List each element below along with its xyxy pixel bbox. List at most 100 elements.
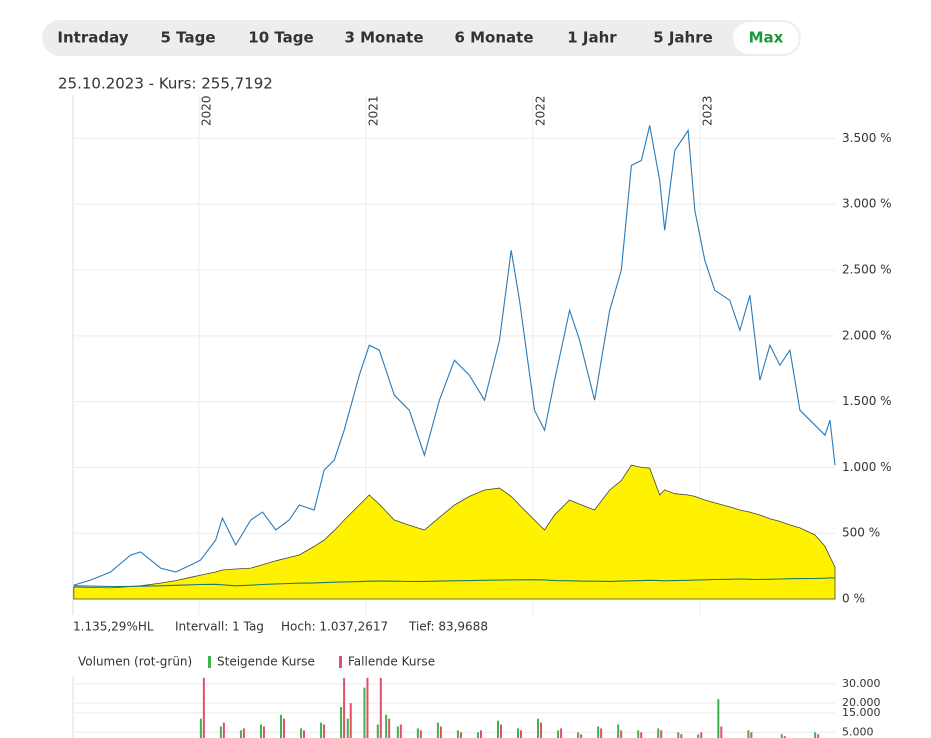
volume-bar xyxy=(717,699,720,738)
legend-label: Steigende Kurse xyxy=(217,655,315,669)
volume-bar xyxy=(780,734,783,738)
volume-bar xyxy=(366,677,369,738)
y-tick-label: 1.500 % xyxy=(842,394,892,408)
volume-bar xyxy=(376,724,379,738)
y-tick-label: 1.000 % xyxy=(842,460,892,474)
stat: Tief: 83,9688 xyxy=(408,620,488,634)
volume-bar xyxy=(363,687,366,738)
volume-bar xyxy=(677,732,680,738)
y-tick-label: 3.000 % xyxy=(842,197,892,211)
legend-label: Fallende Kurse xyxy=(348,655,435,669)
tab[interactable]: 6 Monate xyxy=(454,29,533,47)
volume-bar xyxy=(817,734,820,738)
volume-bar xyxy=(222,722,225,738)
volume-bar xyxy=(496,720,499,738)
volume-bar xyxy=(720,726,723,738)
y-tick-label: 5.000 xyxy=(842,725,874,738)
legend-swatch xyxy=(339,656,342,668)
y-tick-label: 3.500 % xyxy=(842,131,892,145)
volume-bar xyxy=(300,728,303,738)
volume-title: Volumen (rot-grün) xyxy=(78,655,192,669)
volume-bar xyxy=(637,730,640,738)
volume-bar xyxy=(499,724,502,738)
volume-bar xyxy=(750,732,753,738)
volume-bar xyxy=(580,734,583,738)
volume-bar xyxy=(323,724,326,738)
volume-bar xyxy=(517,728,520,738)
volume-bar xyxy=(439,726,442,738)
y-tick-label: 2.000 % xyxy=(842,328,892,342)
volume-bar xyxy=(747,730,750,738)
volume-bar xyxy=(242,728,245,738)
volume-bar xyxy=(700,732,703,738)
volume-bar xyxy=(279,714,282,738)
volume-bar xyxy=(660,730,663,738)
volume-bar xyxy=(540,722,543,738)
volume-bar xyxy=(557,730,560,738)
volume-bar xyxy=(202,677,205,738)
y-tick-label: 20.000 xyxy=(842,696,881,709)
volume-bar xyxy=(379,677,382,738)
volume-bar xyxy=(600,728,603,738)
volume-bar xyxy=(617,724,620,738)
volume-bar xyxy=(680,734,683,738)
stat: Hoch: 1.037,2617 xyxy=(281,620,388,634)
tab-active-bg xyxy=(733,22,799,54)
volume-bar xyxy=(396,726,399,738)
volume-bar xyxy=(537,718,540,738)
volume-bar xyxy=(560,728,563,738)
tab-bar xyxy=(42,20,801,56)
tab[interactable]: 3 Monate xyxy=(344,29,423,47)
volume-bar xyxy=(239,730,242,738)
volume-bar xyxy=(697,734,700,738)
y-tick-label: 15.000 xyxy=(842,706,881,719)
stat: Intervall: 1 Tag xyxy=(175,620,264,634)
area xyxy=(73,464,836,600)
line xyxy=(73,125,836,586)
quote-header: 25.10.2023 - Kurs: 255,7192 xyxy=(58,75,273,93)
tab[interactable]: Max xyxy=(749,29,784,47)
volume-bar xyxy=(597,726,600,738)
x-tick-label: 2022 xyxy=(533,95,547,126)
y-tick-label: 500 % xyxy=(842,526,880,540)
volume-bar xyxy=(419,730,422,738)
tab[interactable]: 1 Jahr xyxy=(567,29,617,47)
volume-bar xyxy=(320,722,323,738)
volume-bar xyxy=(459,732,462,738)
volume-bar xyxy=(436,722,439,738)
volume-bar xyxy=(479,730,482,738)
tab[interactable]: 5 Jahre xyxy=(653,29,713,47)
volume-bar xyxy=(219,726,222,738)
volume-bar xyxy=(640,732,643,738)
tab[interactable]: 5 Tage xyxy=(161,29,216,47)
volume-bar xyxy=(346,718,349,738)
legend-swatch xyxy=(208,656,211,668)
volume-bar xyxy=(814,732,817,738)
y-tick-label: 2.500 % xyxy=(842,263,892,277)
volume-bar xyxy=(620,730,623,738)
line xyxy=(73,577,835,588)
x-tick-label: 2023 xyxy=(700,95,714,126)
volume-bar xyxy=(577,732,580,738)
volume-bar xyxy=(783,736,786,738)
volume-bar xyxy=(416,728,419,738)
volume-bar xyxy=(340,707,343,738)
volume-bar xyxy=(199,718,202,738)
volume-bar xyxy=(388,718,391,738)
volume-bar xyxy=(259,724,262,738)
volume-bar xyxy=(520,730,523,738)
volume-bar xyxy=(456,730,459,738)
volume-bar xyxy=(343,677,346,738)
y-tick-label: 0 % xyxy=(842,592,865,606)
volume-bar xyxy=(282,718,285,738)
volume-bar xyxy=(476,732,479,738)
tab[interactable]: Intraday xyxy=(57,29,128,47)
y-tick-label: 30.000 xyxy=(842,677,881,690)
volume-bar xyxy=(385,714,388,738)
volume-bar xyxy=(349,703,352,738)
volume-bar xyxy=(399,724,402,738)
stat: 1.135,29%HL xyxy=(73,620,154,634)
tab[interactable]: 10 Tage xyxy=(248,29,313,47)
